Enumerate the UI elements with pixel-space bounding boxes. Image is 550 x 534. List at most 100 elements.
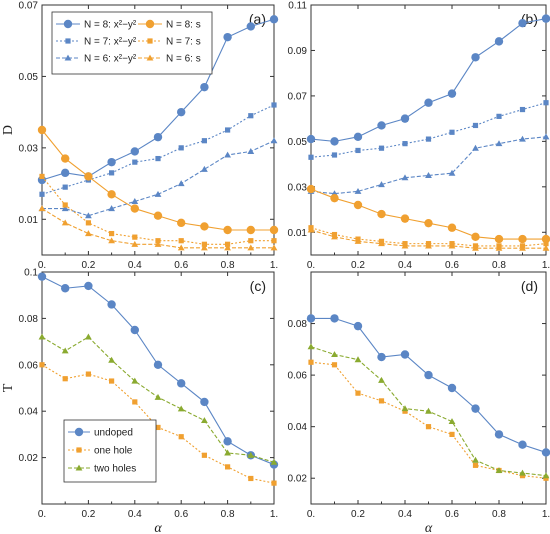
data-point — [132, 159, 138, 165]
data-point — [269, 225, 279, 235]
data-point — [109, 170, 115, 176]
data-point — [61, 205, 69, 212]
series-3 — [38, 333, 278, 465]
data-point — [355, 390, 361, 396]
legend-marker — [74, 427, 84, 437]
data-point — [471, 404, 480, 413]
x-tick-label: 0.4 — [128, 260, 142, 271]
y-tick-label: 0.07 — [288, 91, 308, 102]
y-axis-label: T — [1, 383, 16, 392]
data-point — [447, 89, 457, 98]
data-point — [402, 141, 408, 147]
data-point — [330, 314, 339, 323]
legend-marker — [63, 19, 73, 29]
data-point — [247, 244, 255, 251]
plot-frame — [310, 271, 547, 505]
data-point — [496, 113, 502, 119]
data-point — [107, 190, 116, 199]
data-point — [401, 242, 409, 249]
data-point — [201, 138, 207, 144]
data-point — [62, 376, 68, 382]
data-point — [153, 132, 163, 142]
data-point — [201, 417, 208, 424]
series-line — [310, 18, 547, 142]
data-point — [519, 135, 526, 142]
data-point — [425, 136, 432, 142]
data-point — [378, 376, 385, 383]
x-tick-label: 1. — [270, 260, 278, 271]
data-point — [177, 218, 186, 228]
data-point — [178, 434, 184, 440]
y-tick-label: 0.05 — [19, 72, 39, 83]
data-point — [472, 122, 479, 129]
y-tick-label: 0.03 — [19, 143, 39, 154]
data-point — [541, 448, 550, 457]
data-point — [177, 180, 185, 187]
data-point — [331, 152, 338, 158]
legend-item: undoped — [68, 428, 133, 439]
data-point — [425, 172, 432, 179]
legend-marker — [75, 464, 83, 471]
x-tick-label: 0.4 — [128, 509, 142, 520]
legend: N = 8: x²−y² N = 7: x²−y² N = 6: x²−y² N = … — [51, 11, 213, 75]
series-3 — [307, 343, 550, 479]
data-point — [449, 129, 455, 135]
legend-label: undoped — [94, 428, 133, 439]
data-point — [177, 244, 185, 251]
data-point — [448, 169, 456, 176]
data-point — [223, 32, 232, 42]
x-tick-label: 0.2 — [351, 509, 365, 520]
data-point — [223, 225, 232, 235]
legend-label: one hole — [94, 446, 133, 457]
data-point — [401, 405, 409, 412]
data-point — [424, 98, 433, 107]
data-point — [447, 223, 457, 232]
data-point — [269, 15, 279, 24]
data-point — [84, 281, 93, 291]
data-point — [378, 240, 385, 247]
panel-c: 0. 0.2 0.4 0.6 0.8 1. 0.02 0.04 0.06 0.08 0.1 Tα (c)… — [1, 268, 279, 534]
data-point — [307, 343, 315, 350]
data-point — [246, 22, 255, 31]
x-axis-label: α — [154, 521, 162, 534]
legend-marker — [64, 54, 72, 61]
legend-marker — [147, 38, 153, 44]
legend-label: N = 7: s — [166, 37, 201, 48]
data-point — [85, 212, 92, 219]
data-point — [518, 234, 527, 244]
y-tick-label: 0.02 — [19, 453, 39, 464]
data-point — [107, 300, 116, 309]
legend-item: N = 7: x²−y² — [56, 37, 137, 48]
series-line — [42, 140, 275, 217]
data-point — [330, 193, 339, 203]
data-point — [39, 173, 45, 180]
data-point — [154, 190, 162, 197]
data-point — [201, 241, 207, 247]
data-point — [224, 244, 231, 251]
data-point — [541, 14, 550, 23]
data-point — [130, 325, 139, 335]
data-point — [400, 214, 410, 223]
data-point — [178, 145, 184, 151]
data-point — [131, 198, 139, 204]
data-point — [39, 191, 45, 197]
data-point — [518, 18, 527, 28]
legend-box — [51, 11, 213, 75]
data-point — [519, 469, 526, 476]
x-tick-label: 0.8 — [492, 509, 506, 520]
data-point — [378, 145, 385, 151]
data-point — [494, 430, 504, 439]
legend-item: one hole — [68, 446, 133, 457]
data-point — [62, 184, 68, 190]
legend: undoped one hole two holes — [63, 419, 157, 483]
legend-label: two holes — [94, 464, 136, 475]
data-point — [270, 137, 278, 144]
data-point — [424, 218, 433, 228]
y-tick-label: 0.02 — [288, 474, 308, 485]
y-tick-label: 0.03 — [288, 182, 308, 193]
legend-marker — [76, 447, 82, 453]
data-point — [543, 100, 549, 106]
data-point — [495, 244, 503, 251]
x-tick-label: 0. — [307, 509, 315, 520]
